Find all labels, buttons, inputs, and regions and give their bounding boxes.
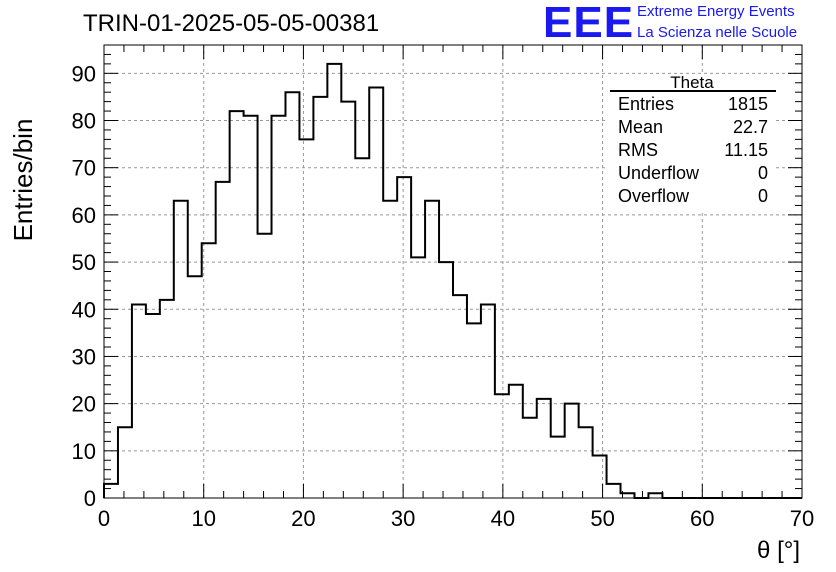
y-tick-label: 60	[72, 203, 96, 228]
histogram-outline	[103, 62, 802, 499]
x-tick-label: 30	[391, 506, 415, 531]
y-tick-label: 10	[72, 439, 96, 464]
y-tick-labels: 0 10 20 30 40 50 60 70 80 90	[72, 61, 96, 511]
y-tick-label: 20	[72, 392, 96, 417]
y-tick-label: 50	[72, 250, 96, 275]
x-tick-labels: 0 10 20 30 40 50 60 70	[98, 506, 814, 531]
x-tick-label: 10	[191, 506, 215, 531]
stats-label-entries: Entries	[618, 94, 674, 114]
x-tick-label: 40	[491, 506, 515, 531]
run-title: TRIN-01-2025-05-05-00381	[83, 10, 380, 37]
stats-value-rms: 11.15	[724, 140, 768, 160]
y-tick-label: 70	[72, 156, 96, 181]
plot-frame	[103, 44, 803, 499]
stats-box: Theta Entries 1815 Mean 22.7 RMS 11.15 U…	[608, 73, 776, 210]
x-tick-label: 0	[98, 506, 110, 531]
logo-subtitle-2: La Scienza nelle Scuole	[637, 24, 798, 41]
stats-value-overflow: 0	[758, 186, 768, 206]
stats-box-background	[608, 74, 776, 210]
y-tick-label: 40	[72, 297, 96, 322]
stats-label-underflow: Underflow	[618, 163, 700, 183]
x-tick-label: 60	[690, 506, 714, 531]
x-axis-label: θ [°]	[757, 537, 800, 564]
y-tick-label: 0	[84, 486, 96, 511]
eee-logo: EEE	[543, 0, 635, 47]
y-axis-label: Entries/bin	[8, 119, 38, 242]
stats-label-rms: RMS	[618, 140, 658, 160]
stats-value-mean: 22.7	[733, 117, 768, 137]
y-tick-label: 30	[72, 344, 96, 369]
stats-label-overflow: Overflow	[618, 186, 690, 206]
stats-label-mean: Mean	[618, 117, 663, 137]
y-tick-label: 80	[72, 109, 96, 134]
x-tick-label: 70	[790, 506, 814, 531]
stats-box-title: Theta	[670, 73, 714, 92]
logo-subtitle-1: Extreme Energy Events	[637, 3, 795, 20]
x-tick-label: 20	[291, 506, 315, 531]
y-tick-label: 90	[72, 61, 96, 86]
x-tick-label: 50	[590, 506, 614, 531]
stats-value-underflow: 0	[758, 163, 768, 183]
stats-value-entries: 1815	[728, 94, 768, 114]
axis-ticks	[103, 44, 803, 499]
